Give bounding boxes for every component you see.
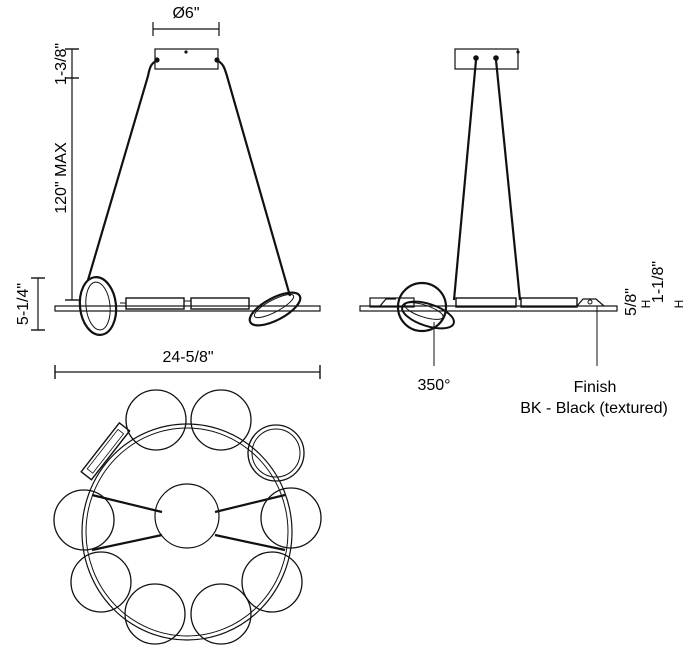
canopy-diameter-label: Ø6" bbox=[172, 5, 199, 22]
finish-title: Finish bbox=[574, 379, 617, 396]
finish-value: BK - Black (textured) bbox=[520, 400, 668, 417]
side-dim-small-unit: H bbox=[639, 300, 653, 309]
shade-top bbox=[260, 487, 322, 549]
shade-top bbox=[190, 583, 252, 645]
canopy-top bbox=[154, 483, 220, 549]
shade-top bbox=[53, 489, 115, 551]
shade-top bbox=[125, 389, 187, 451]
canopy-diameter-dimension: Ø6" bbox=[152, 5, 220, 36]
side-elevation: 350° Finish BK - Black (textured) 5/8" H… bbox=[359, 48, 686, 417]
side-dim-small-label: 5/8" bbox=[623, 288, 640, 316]
vertical-dimension-front: 1-3/8" 120" MAX bbox=[53, 43, 79, 301]
shade-top bbox=[190, 389, 252, 451]
top-view bbox=[53, 389, 322, 645]
side-height-dimensions: 5/8" H 1-1/8" H bbox=[623, 261, 686, 316]
bar-segment bbox=[190, 297, 250, 310]
canopy-screw bbox=[184, 50, 188, 54]
rotation-label: 350° bbox=[417, 377, 450, 394]
ring-inner bbox=[85, 427, 289, 637]
shade-top-inner bbox=[251, 428, 301, 478]
cable-side-right bbox=[494, 59, 522, 301]
canopy-side bbox=[454, 48, 519, 70]
front-elevation: Ø6" 1-3/8" 120" MAX 5-1/4" bbox=[15, 5, 321, 379]
cable-max-label: 120" MAX bbox=[53, 142, 70, 214]
bar-segment bbox=[125, 297, 185, 310]
fixture-height-label: 5-1/4" bbox=[15, 283, 32, 325]
cable-right bbox=[216, 59, 292, 297]
side-dim-large-label: 1-1/8" bbox=[650, 261, 667, 303]
spokes bbox=[91, 493, 286, 552]
fixture-height-dimension: 5-1/4" bbox=[15, 277, 45, 331]
canopy-cable-grip bbox=[493, 55, 499, 61]
shade-top bbox=[124, 583, 186, 645]
canopy-screw bbox=[516, 50, 520, 54]
shade-top-edge bbox=[80, 421, 131, 481]
shade-rotating-side bbox=[396, 281, 455, 333]
cable-left bbox=[86, 59, 158, 281]
ring-outer bbox=[81, 423, 293, 641]
fixture-bar-front bbox=[54, 297, 321, 312]
canopy-cable-grip bbox=[473, 55, 479, 61]
shade-right-front bbox=[248, 291, 302, 327]
shade-top bbox=[247, 424, 305, 482]
side-dim-large-unit: H bbox=[672, 300, 686, 309]
shade-top bbox=[241, 551, 303, 613]
shade-top bbox=[70, 551, 132, 613]
canopy-height-label: 1-3/8" bbox=[53, 43, 70, 85]
cable-side-left bbox=[452, 59, 478, 301]
overall-length-dimension: 24-5/8" bbox=[54, 349, 321, 379]
overall-length-label: 24-5/8" bbox=[162, 349, 213, 366]
shade-left-front bbox=[78, 275, 118, 337]
